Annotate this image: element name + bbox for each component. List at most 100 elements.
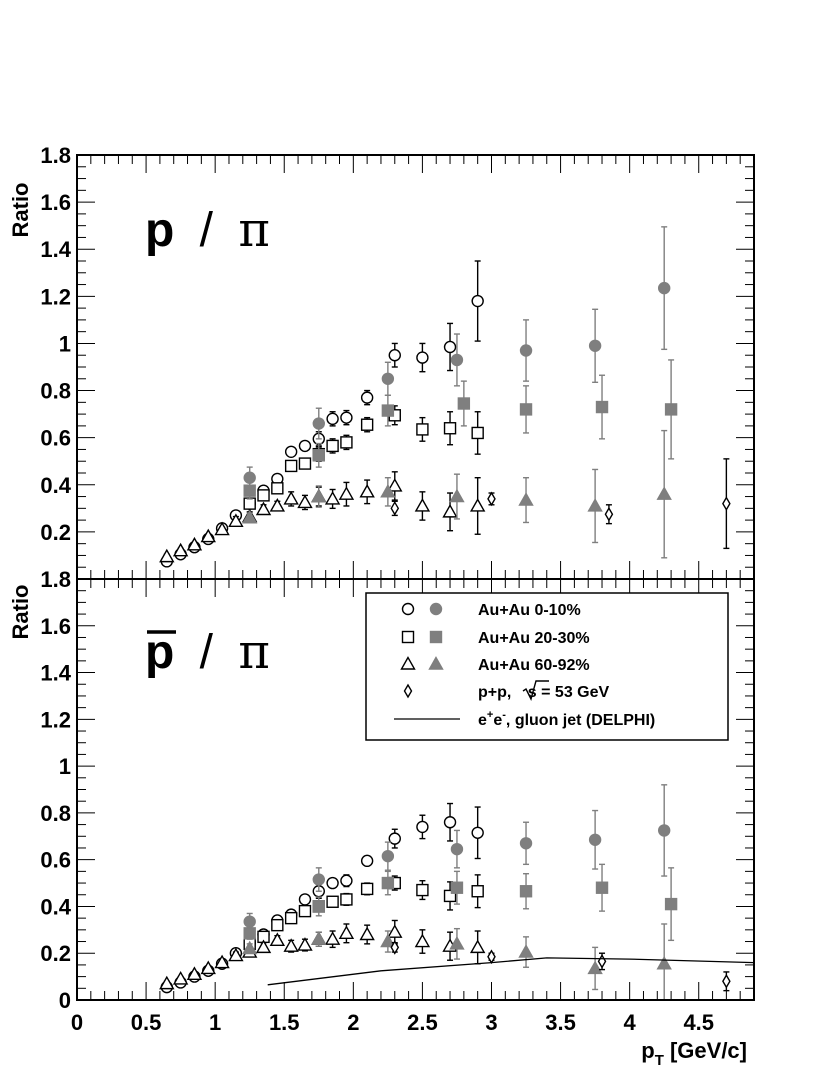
x-tick-label: 0.5 (131, 1010, 162, 1035)
data-point-triangle-open (324, 490, 341, 505)
data-point-square-open (271, 482, 284, 495)
x-tick-label: 2.5 (407, 1010, 438, 1035)
data-point-square-open (271, 918, 284, 932)
bottom-panel-ylabel: Ratio (8, 585, 33, 640)
data-point-triangle-filled (656, 486, 672, 500)
y-tick-label: 0.4 (40, 473, 71, 498)
y-tick-label: 1.4 (40, 237, 71, 262)
y-tick-label: 1.2 (40, 707, 71, 732)
data-point-triangle-open (214, 954, 230, 969)
xlabel-main: p (641, 1038, 654, 1063)
data-point-triangle-open (283, 938, 299, 952)
y-tick-label: 1 (59, 331, 71, 356)
data-point-diamond-open (390, 500, 400, 516)
legend-delphi-e1: e (478, 712, 487, 729)
data-point-triangle-open (442, 503, 458, 518)
bottom-panel-label-separator: / (200, 626, 214, 679)
legend-symbol-square-filled (429, 630, 443, 644)
y-tick-label: 1.8 (40, 567, 71, 592)
data-point-square-open (416, 883, 429, 897)
data-point-circle-open (326, 412, 339, 426)
data-point-square-open (326, 895, 339, 908)
data-point-circle-filled (450, 353, 464, 367)
data-point-circle-open (471, 294, 484, 308)
data-point-circle-filled (519, 837, 533, 850)
legend-symbol-diamond-open (403, 683, 413, 699)
data-point-triangle-filled (242, 509, 258, 524)
y-tick-label: 0.4 (40, 894, 71, 919)
data-point-circle-filled (519, 344, 533, 357)
top-panel-label-particle: p (145, 204, 174, 257)
y-tick-label: 1 (59, 754, 71, 779)
data-point-triangle-open (414, 498, 431, 512)
data-point-square-filled (312, 900, 325, 913)
data-point-triangle-open (338, 925, 355, 940)
data-point-triangle-open (200, 528, 216, 543)
data-point-triangle-open (414, 933, 431, 948)
data-point-circle-filled (657, 824, 671, 837)
data-point-circle-open (416, 820, 429, 834)
data-point-circle-open (298, 893, 312, 906)
data-point-triangle-filled (656, 955, 672, 970)
x-tick-label: 4.5 (683, 1010, 714, 1035)
data-point-square-open (340, 893, 353, 906)
bottom-panel-label: p / π (145, 624, 270, 680)
x-tick-label: 1.5 (269, 1010, 300, 1035)
legend-symbol-circle-filled (429, 602, 443, 616)
data-point-triangle-filled (380, 483, 396, 498)
data-point-square-filled (595, 400, 609, 414)
data-point-square-open (340, 436, 353, 449)
y-tick-label: 0.6 (40, 848, 71, 873)
data-point-circle-open (360, 854, 374, 868)
y-tick-label: 1.6 (40, 190, 71, 215)
data-point-square-filled (450, 881, 464, 894)
data-point-square-open (416, 423, 429, 436)
bottom-panel: 0 0.2 0.4 0.6 0.8 1 1.2 1.4 1.6 1.8 0 0.5 1 1.5 2 2.5 3… (8, 567, 755, 1069)
data-point-circle-open (443, 340, 457, 354)
data-point-circle-open (340, 874, 353, 887)
data-point-circle-open (298, 439, 312, 453)
data-point-circle-open (388, 832, 401, 845)
legend-symbol-triangle-filled (428, 656, 444, 670)
data-point-square-filled (381, 404, 395, 417)
data-point-triangle-filled (242, 940, 258, 955)
data-point-circle-open (443, 816, 457, 829)
data-point-triangle-open (297, 494, 313, 509)
legend-delphi-rest: , gluon jet (DELPHI) (506, 712, 655, 729)
x-tick-label: 4 (624, 1010, 637, 1035)
xlabel-subscript: T (655, 1052, 664, 1069)
data-point-triangle-open (186, 536, 203, 551)
y-tick-label: 1.2 (40, 284, 71, 309)
data-point-triangle-open (469, 498, 486, 512)
top-panel-label-pion: π (238, 202, 270, 258)
data-point-square-filled (664, 403, 678, 416)
data-point-triangle-filled (518, 492, 534, 506)
data-point-triangle-open (159, 548, 175, 563)
data-point-square-open (298, 904, 312, 918)
x-tick-label: 3.5 (545, 1010, 576, 1035)
data-point-square-open (284, 911, 298, 925)
data-point-diamond-open (722, 973, 731, 989)
data-point-triangle-open (297, 937, 313, 951)
y-tick-label: 0.6 (40, 426, 71, 451)
data-point-diamond-open (487, 491, 496, 507)
data-point-square-open (471, 885, 484, 898)
x-tick-label: 0 (71, 1010, 83, 1035)
bottom-panel-ytick-labels: 0 0.2 0.4 0.6 0.8 1 1.2 1.4 1.6 1.8 (40, 567, 71, 1013)
data-point-square-filled (243, 484, 256, 497)
data-point-circle-open (326, 876, 339, 890)
legend-label-pp-53: p+p, s = 53 GeV (478, 684, 610, 701)
y-tick-label: 0.2 (40, 520, 71, 545)
x-tick-label: 3 (485, 1010, 497, 1035)
data-point-triangle-filled (449, 488, 465, 503)
data-point-square-filled (381, 876, 395, 890)
data-point-circle-open (340, 411, 353, 424)
legend-sqrt-sign (522, 680, 549, 701)
data-point-square-open (471, 426, 484, 440)
data-point-triangle-open (324, 931, 341, 945)
data-point-triangle-open (269, 932, 286, 947)
data-point-square-open (243, 497, 256, 510)
data-point-square-open (360, 882, 374, 896)
data-point-circle-filled (243, 471, 256, 484)
legend-label-auau-60-92: Au+Au 60-92% (478, 657, 590, 674)
